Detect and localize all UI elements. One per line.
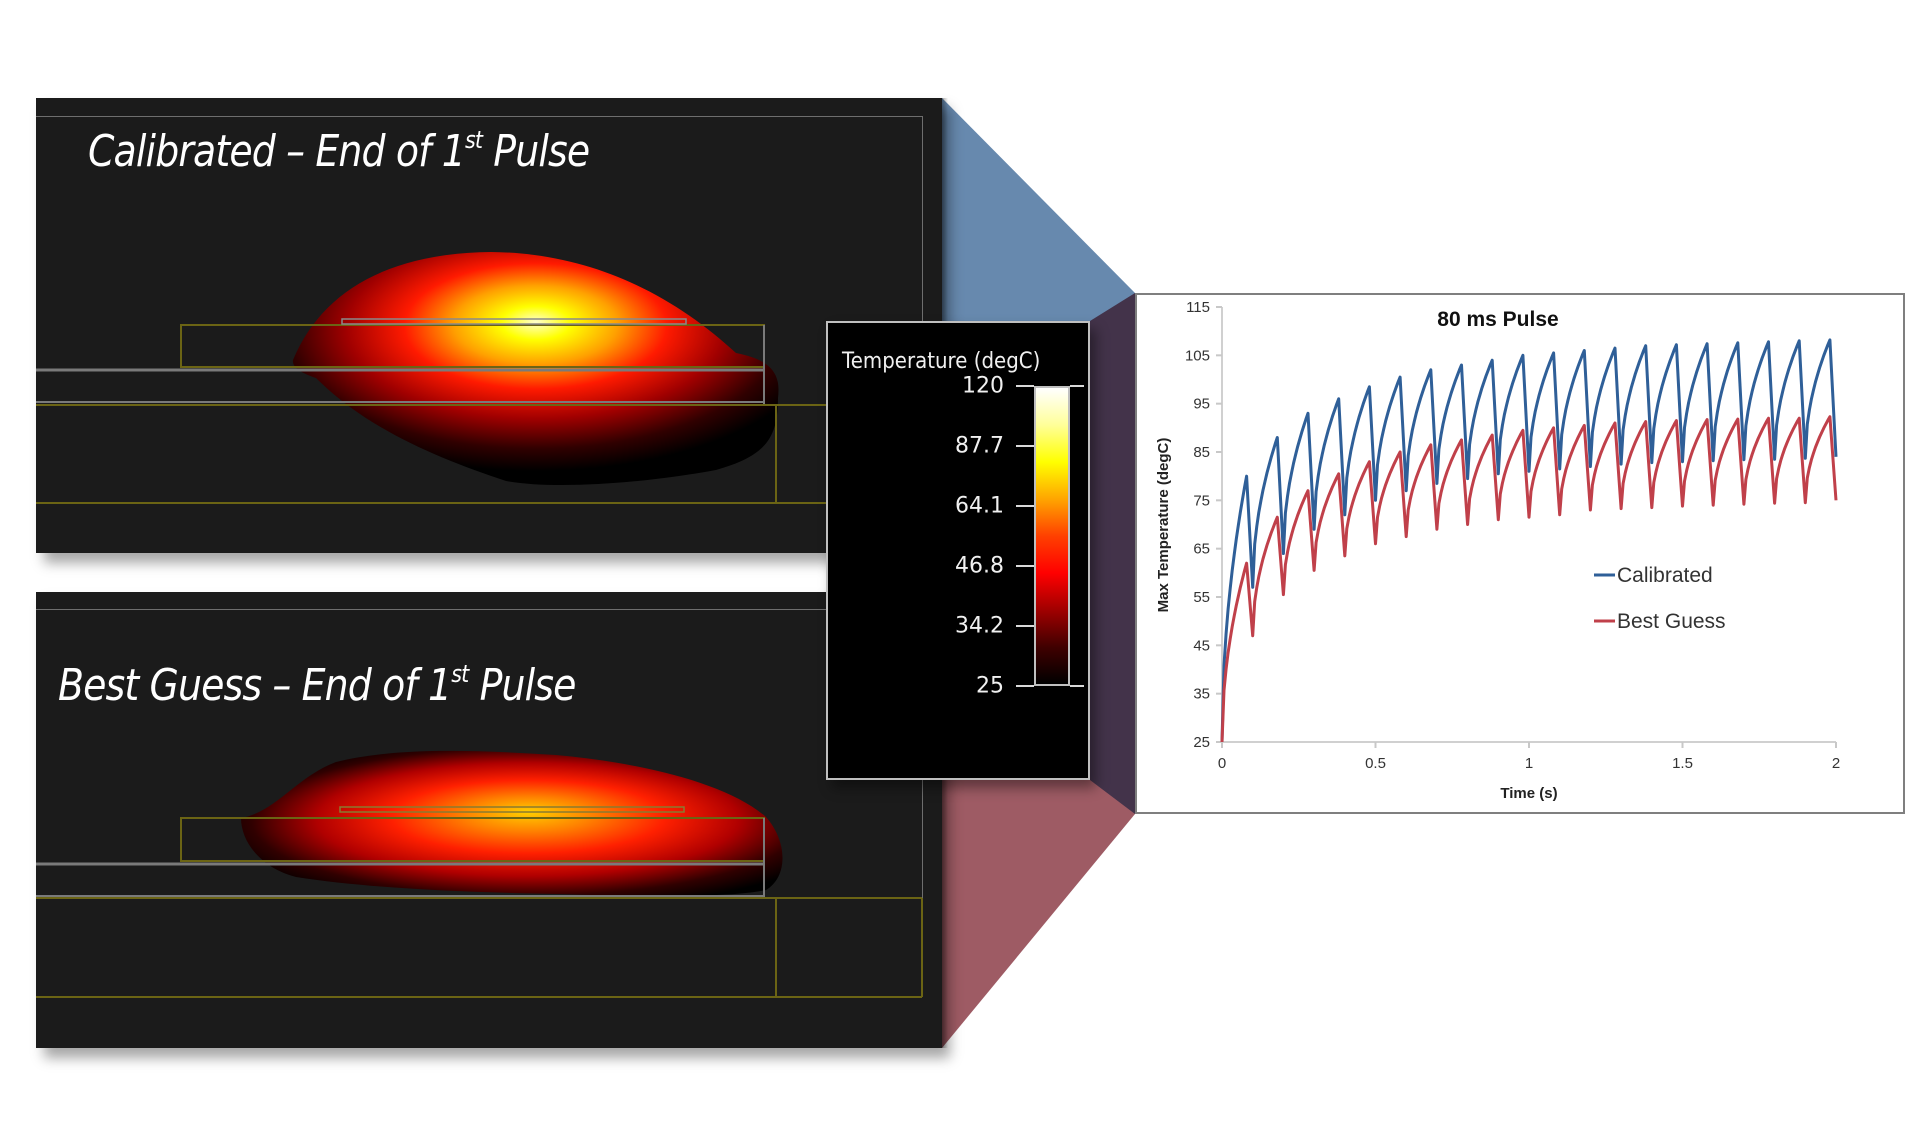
colorbar-tick <box>1070 685 1084 687</box>
heater-element <box>341 318 687 325</box>
x-axis-title: Time (s) <box>1500 785 1557 802</box>
thermal-field-calibrated <box>36 116 923 504</box>
y-tick-label: 115 <box>1186 299 1210 316</box>
series-line-calibrated <box>1220 338 1838 743</box>
y-tick-label: 45 <box>1193 637 1210 654</box>
colorbar-tick <box>1016 385 1034 387</box>
y-tick-label: 65 <box>1193 541 1210 558</box>
series-line-best-guess <box>1220 415 1838 743</box>
y-tick-label: 35 <box>1193 686 1210 703</box>
y-axis-title: Max Temperature (degC) <box>1155 438 1172 613</box>
colorbar-tick-label: 64.1 <box>955 493 1004 519</box>
simulation-panel-best-guess: Best Guess – End of 1st Pulse <box>36 592 942 1048</box>
connector-shadow <box>1090 293 1135 814</box>
chart-title: 80 ms Pulse <box>1437 308 1558 331</box>
y-tick-label: 95 <box>1193 396 1210 413</box>
colorbar-tick <box>1016 565 1034 567</box>
chart-series <box>1220 338 1838 743</box>
colorbar-tick-label: 46.8 <box>955 553 1004 579</box>
colorbar-tick <box>1016 625 1034 627</box>
y-tick-label: 25 <box>1193 734 1210 751</box>
panel-title-calibrated: Calibrated – End of 1st Pulse <box>88 126 590 177</box>
y-tick-label: 85 <box>1193 444 1210 461</box>
y-tick-label: 105 <box>1185 347 1210 364</box>
temperature-chart: 25 35 45 55 65 75 85 95 105 115 0 0.5 1 1.5 2 80 ms Pu… <box>1135 293 1905 814</box>
colorbar-tick <box>1016 505 1034 507</box>
simulation-panel-calibrated: Calibrated – End of 1st Pulse <box>36 98 942 553</box>
chart-legend: Calibrated Best Guess <box>1594 564 1726 633</box>
x-tick-label: 1.5 <box>1672 755 1693 772</box>
y-tick-label: 75 <box>1193 492 1210 509</box>
chart-plot: 25 35 45 55 65 75 85 95 105 115 0 0.5 1 1.5 2 80 ms Pu… <box>1155 299 1840 802</box>
colorbar-legend: Temperature (degC) 120 87.7 64.1 46.8 34.2 25 <box>826 321 1090 780</box>
x-tick-label: 0.5 <box>1365 755 1386 772</box>
legend-label: Best Guess <box>1617 610 1726 633</box>
thermal-field-best-guess <box>36 609 923 998</box>
colorbar-tick-label: 34.2 <box>955 613 1004 639</box>
x-tick-label: 1 <box>1525 755 1533 772</box>
heat-blob <box>241 750 783 896</box>
colorbar-gradient <box>1034 386 1070 686</box>
colorbar-title: Temperature (degC) <box>842 349 1041 374</box>
y-tick-label: 55 <box>1193 589 1210 606</box>
panel-title-best-guess: Best Guess – End of 1st Pulse <box>58 660 576 711</box>
colorbar-tick <box>1016 685 1034 687</box>
x-tick-label: 2 <box>1832 755 1840 772</box>
colorbar-tick-label: 25 <box>976 673 1004 699</box>
colorbar-tick-label: 87.7 <box>955 433 1004 459</box>
colorbar-tick <box>1070 385 1084 387</box>
x-tick-label: 0 <box>1218 755 1226 772</box>
heater-element <box>339 806 685 813</box>
legend-label: Calibrated <box>1617 564 1713 587</box>
chart-axes: 25 35 45 55 65 75 85 95 105 115 0 0.5 1 1.5 2 <box>1185 299 1840 772</box>
colorbar-tick-label: 120 <box>962 373 1004 399</box>
colorbar-tick <box>1016 445 1034 447</box>
